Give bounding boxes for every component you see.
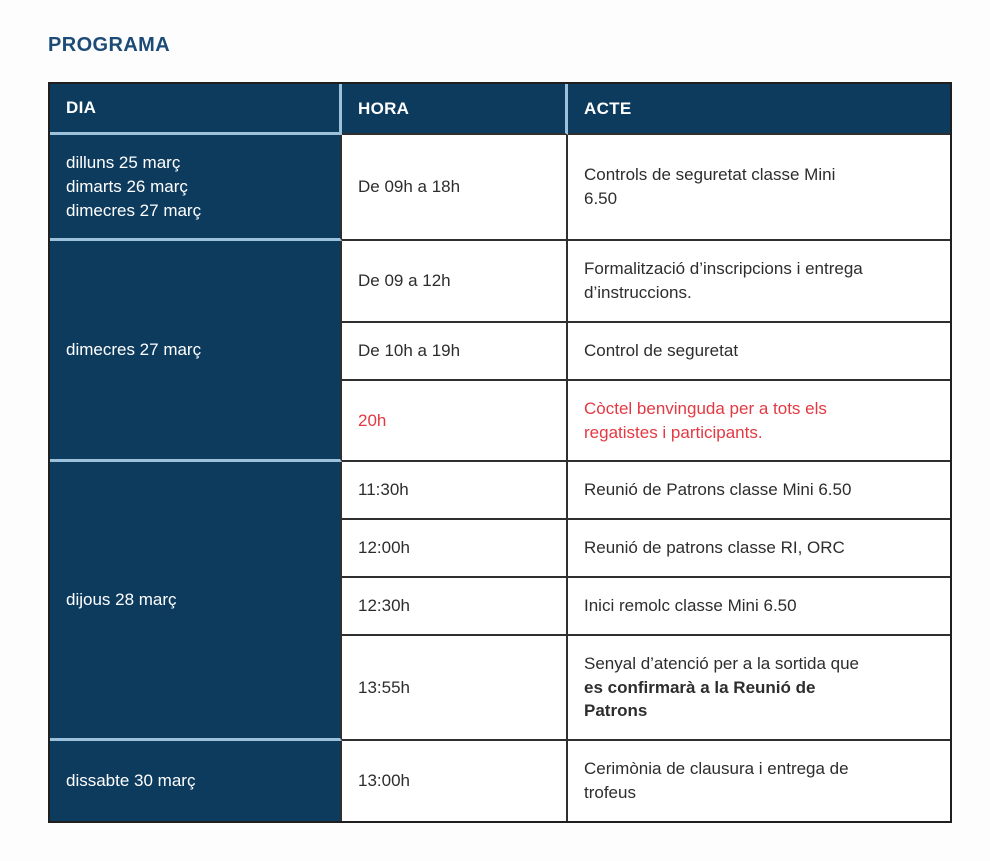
event-cell: Controls de seguretat classe Mini 6.50	[568, 135, 950, 242]
table-row: dijous 28 març 11:30h Reunió de Patrons cl…	[50, 462, 950, 742]
page-title: PROGRAMA	[48, 34, 171, 56]
time-cell: De 09 a 12h	[342, 241, 568, 323]
time-cell: 20h	[342, 380, 568, 463]
table-header: DIA HORA ACTE	[50, 84, 950, 135]
time-cell: 13:00h	[342, 741, 568, 821]
time-cell: 11:30h	[342, 462, 568, 521]
header-row: DIA HORA ACTE	[50, 84, 950, 135]
time-cell: De 09h a 18h	[342, 135, 568, 242]
day-cell: dilluns 25 març dimarts 26 març dimecres 2…	[50, 135, 342, 242]
event-cell: Reunió de Patrons classe Mini 6.50	[568, 462, 950, 521]
event-cell: Reunió de patrons classe RI, ORC	[568, 520, 950, 578]
day-line: dissabte 30 març	[66, 771, 196, 791]
event-text-segment: Formalització d’inscripcions i entrega d…	[584, 259, 863, 303]
day-line: dimecres 27 març	[66, 340, 202, 360]
event-text-segment: Controls de seguretat classe Mini 6.50	[584, 165, 836, 209]
table-row: dimecres 27 març De 09 a 12h Formalització…	[50, 241, 950, 463]
table-row: dilluns 25 març dimarts 26 març dimecres 2…	[50, 135, 950, 242]
table-row: De 10h a 19h Control de seguretat	[50, 322, 950, 381]
time-cell: 12:30h	[342, 577, 568, 636]
event-text-segment: Còctel benvinguda per a tots els regatis…	[584, 398, 827, 442]
day-cell: dissabte 30 març	[50, 741, 342, 821]
event-cell: Control de seguretat	[568, 322, 950, 381]
event-cell: Formalització d’inscripcions i entrega d…	[568, 241, 950, 323]
table-row: 12:00h Reunió de patrons classe RI, ORC	[50, 520, 950, 578]
program-table: DIA HORA ACTE dilluns 25 març dimarts 26 ma…	[48, 82, 952, 823]
column-header-acte: ACTE	[568, 84, 950, 135]
event-text-segment: Inici remolc classe Mini 6.50	[584, 595, 797, 615]
column-header-dia: DIA	[50, 84, 342, 135]
event-cell: Còctel benvinguda per a tots els regatis…	[568, 380, 950, 463]
table-row: dissabte 30 març 13:00h Cerimònia de claus…	[50, 741, 950, 821]
day-cell: dijous 28 març	[50, 462, 342, 742]
event-cell: Senyal d’atenció per a la sortida que es…	[568, 635, 950, 742]
event-text-segment: Reunió de Patrons classe Mini 6.50	[584, 480, 852, 500]
time-cell: 13:55h	[342, 635, 568, 742]
event-cell: Cerimònia de clausura i entrega de trofe…	[568, 741, 950, 821]
time-cell: 12:00h	[342, 520, 568, 578]
day-line: dilluns 25 març	[66, 153, 181, 172]
table-row: 20h Còctel benvinguda per a tots els rega…	[50, 380, 950, 463]
day-line: dijous 28 març	[66, 590, 177, 610]
event-text-segment: Control de seguretat	[584, 340, 739, 360]
event-cell: Inici remolc classe Mini 6.50	[568, 577, 950, 636]
table-row: 12:30h Inici remolc classe Mini 6.50	[50, 577, 950, 636]
column-header-hora: HORA	[342, 84, 568, 135]
event-text-segment: es confirmarà a la Reunió de Patrons	[584, 677, 816, 721]
event-text-segment: Reunió de patrons classe RI, ORC	[584, 538, 845, 558]
day-line: dimarts 26 març	[66, 176, 188, 196]
day-line: dimecres 27 març	[66, 200, 202, 220]
time-cell: De 10h a 19h	[342, 322, 568, 381]
table-row: 13:55h Senyal d’atenció per a la sortida …	[50, 635, 950, 742]
table-body: dilluns 25 març dimarts 26 març dimecres 2…	[50, 135, 950, 821]
event-text-segment: Cerimònia de clausura i entrega de trofe…	[584, 759, 849, 802]
event-text-segment: Senyal d’atenció per a la sortida que	[584, 653, 860, 673]
day-cell: dimecres 27 març	[50, 241, 342, 463]
